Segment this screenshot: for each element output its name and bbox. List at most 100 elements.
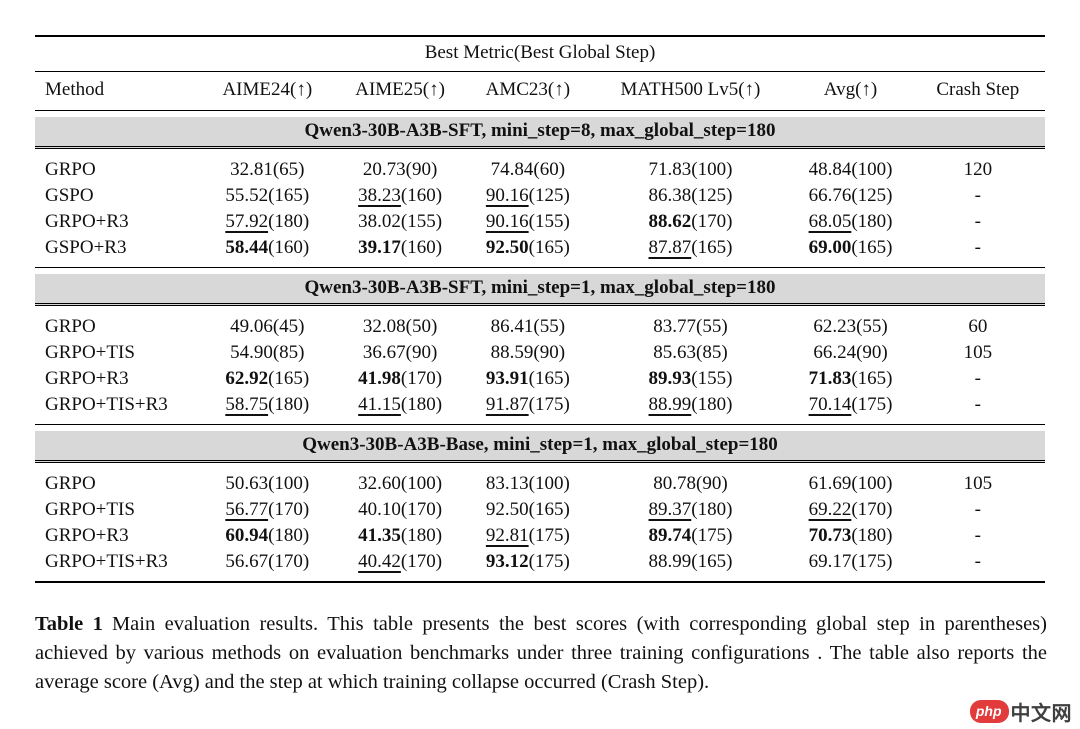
score-value: 68.05 <box>808 211 852 232</box>
score-step: (170) <box>400 499 443 520</box>
score-step: (180) <box>851 525 893 546</box>
method-cell: GRPO <box>45 316 96 337</box>
column-header-math500: MATH500 Lv5(↑) <box>590 71 791 111</box>
crash-step-cell: - <box>974 211 981 232</box>
score-step: (155) <box>691 368 733 389</box>
method-cell: GRPO+TIS <box>45 342 135 363</box>
score-value: 93.91 <box>485 368 529 389</box>
crash-step-cell: 105 <box>963 473 993 494</box>
table-row: GRPO+TIS+R3 58.75(180) 41.15(180) 91.87(175… <box>35 392 1045 425</box>
score-step: (100) <box>400 473 443 494</box>
score-step: (165) <box>528 499 570 520</box>
section-header-row: Qwen3-30B-A3B-Base, mini_step=1, max_glo… <box>35 431 1045 463</box>
score-step: (100) <box>691 159 733 180</box>
score-value: 39.17 <box>358 237 401 258</box>
score-step: (90) <box>533 342 566 363</box>
score-value: 38.02 <box>358 211 401 232</box>
score-step: (50) <box>405 316 438 337</box>
score-step: (170) <box>268 499 310 520</box>
score-cell: 90.16(125) <box>465 183 590 209</box>
table-body: Qwen3-30B-A3B-SFT, mini_step=8, max_glob… <box>35 111 1045 583</box>
method-cell: GRPO+TIS+R3 <box>35 392 200 425</box>
score-value: 20.73 <box>362 159 406 180</box>
score-cell: 89.93(155) <box>590 366 790 392</box>
method-cell: GRPO+TIS <box>45 499 135 520</box>
score-cell: 32.08(50) <box>335 305 465 341</box>
method-cell: GRPO+R3 <box>45 525 129 546</box>
score-step: (165) <box>851 368 893 389</box>
score-step: (85) <box>272 342 305 363</box>
score-step: (90) <box>856 342 888 363</box>
score-cell: 39.17(160) <box>334 235 466 268</box>
score-cell: 93.91(165) <box>465 366 590 392</box>
score-value: 80.78 <box>653 473 696 494</box>
score-cell: 85.63(85) <box>590 340 790 366</box>
score-value: 88.99 <box>648 551 692 572</box>
score-cell: 88.62(170) <box>590 209 790 235</box>
score-cell: 90.16(155) <box>465 209 590 235</box>
section-header-row: Qwen3-30B-A3B-SFT, mini_step=1, max_glob… <box>35 274 1045 306</box>
score-step: (180) <box>400 525 443 546</box>
score-value: 86.41 <box>490 316 534 337</box>
score-cell: 88.99(165) <box>590 549 791 583</box>
table-row: GRPO 49.06(45) 32.08(50) 86.41(55) 83.77(55)… <box>35 305 1045 341</box>
score-step: (180) <box>268 394 310 415</box>
table-row: GRPO+R3 62.92(165) 41.98(170) 93.91(165) 89.… <box>35 366 1045 392</box>
score-value: 66.24 <box>813 342 857 363</box>
score-step: (170) <box>400 551 443 572</box>
score-value: 38.23 <box>358 185 401 206</box>
method-cell: GRPO+R3 <box>45 211 129 232</box>
crash-step-cell: - <box>974 499 981 520</box>
table-row: GRPO+TIS 56.77(170) 40.10(170) 92.50(165) 89… <box>35 497 1045 523</box>
score-step: (55) <box>696 316 728 337</box>
score-cell: 40.10(170) <box>335 497 465 523</box>
score-value: 32.08 <box>362 316 406 337</box>
score-step: (180) <box>400 394 443 415</box>
crash-step-cell: - <box>974 185 981 206</box>
score-value: 36.67 <box>362 342 406 363</box>
score-step: (180) <box>691 499 733 520</box>
table-row: GRPO+R3 57.92(180) 38.02(155) 90.16(155) 88.… <box>35 209 1045 235</box>
score-step: (170) <box>851 499 893 520</box>
score-cell: 32.60(100) <box>335 462 465 498</box>
score-step: (160) <box>400 237 443 258</box>
score-step: (165) <box>851 237 893 258</box>
score-value: 89.74 <box>648 525 692 546</box>
score-cell: 69.00(165) <box>790 235 911 268</box>
score-value: 83.13 <box>485 473 529 494</box>
score-cell: 60.94(180) <box>200 523 335 549</box>
score-cell: 83.13(100) <box>465 462 590 498</box>
score-step: (170) <box>691 211 733 232</box>
score-value: 89.37 <box>648 499 692 520</box>
score-step: (55) <box>533 316 566 337</box>
section-header: Qwen3-30B-A3B-SFT, mini_step=8, max_glob… <box>35 117 1045 149</box>
score-value: 86.38 <box>648 185 692 206</box>
score-value: 69.00 <box>808 237 852 258</box>
score-cell: 50.63(100) <box>200 462 335 498</box>
score-value: 61.69 <box>808 473 852 494</box>
table-title-row: Best Metric(Best Global Step) <box>35 36 1045 72</box>
score-cell: 41.98(170) <box>335 366 465 392</box>
score-step: (175) <box>691 525 733 546</box>
score-cell: 71.83(165) <box>790 366 910 392</box>
score-step: (165) <box>691 237 733 258</box>
section-header-row: Qwen3-30B-A3B-SFT, mini_step=8, max_glob… <box>35 117 1045 149</box>
score-value: 55.52 <box>225 185 269 206</box>
score-step: (180) <box>851 211 893 232</box>
score-value: 92.50 <box>485 499 529 520</box>
column-header-avg: Avg(↑) <box>790 71 911 111</box>
score-cell: 89.74(175) <box>590 523 790 549</box>
table-title: Best Metric(Best Global Step) <box>35 36 1045 72</box>
score-cell: 54.90(85) <box>200 340 335 366</box>
table-row: GRPO 32.81(65) 20.73(90) 74.84(60) 71.83(100… <box>35 148 1045 184</box>
score-value: 49.06 <box>230 316 273 337</box>
score-value: 88.59 <box>490 342 534 363</box>
score-cell: 80.78(90) <box>590 462 790 498</box>
score-step: (175) <box>528 394 570 415</box>
score-step: (125) <box>851 185 893 206</box>
score-step: (100) <box>528 473 570 494</box>
method-cell: GRPO <box>45 473 96 494</box>
score-step: (180) <box>691 394 733 415</box>
score-step: (160) <box>268 237 310 258</box>
score-step: (155) <box>528 211 570 232</box>
